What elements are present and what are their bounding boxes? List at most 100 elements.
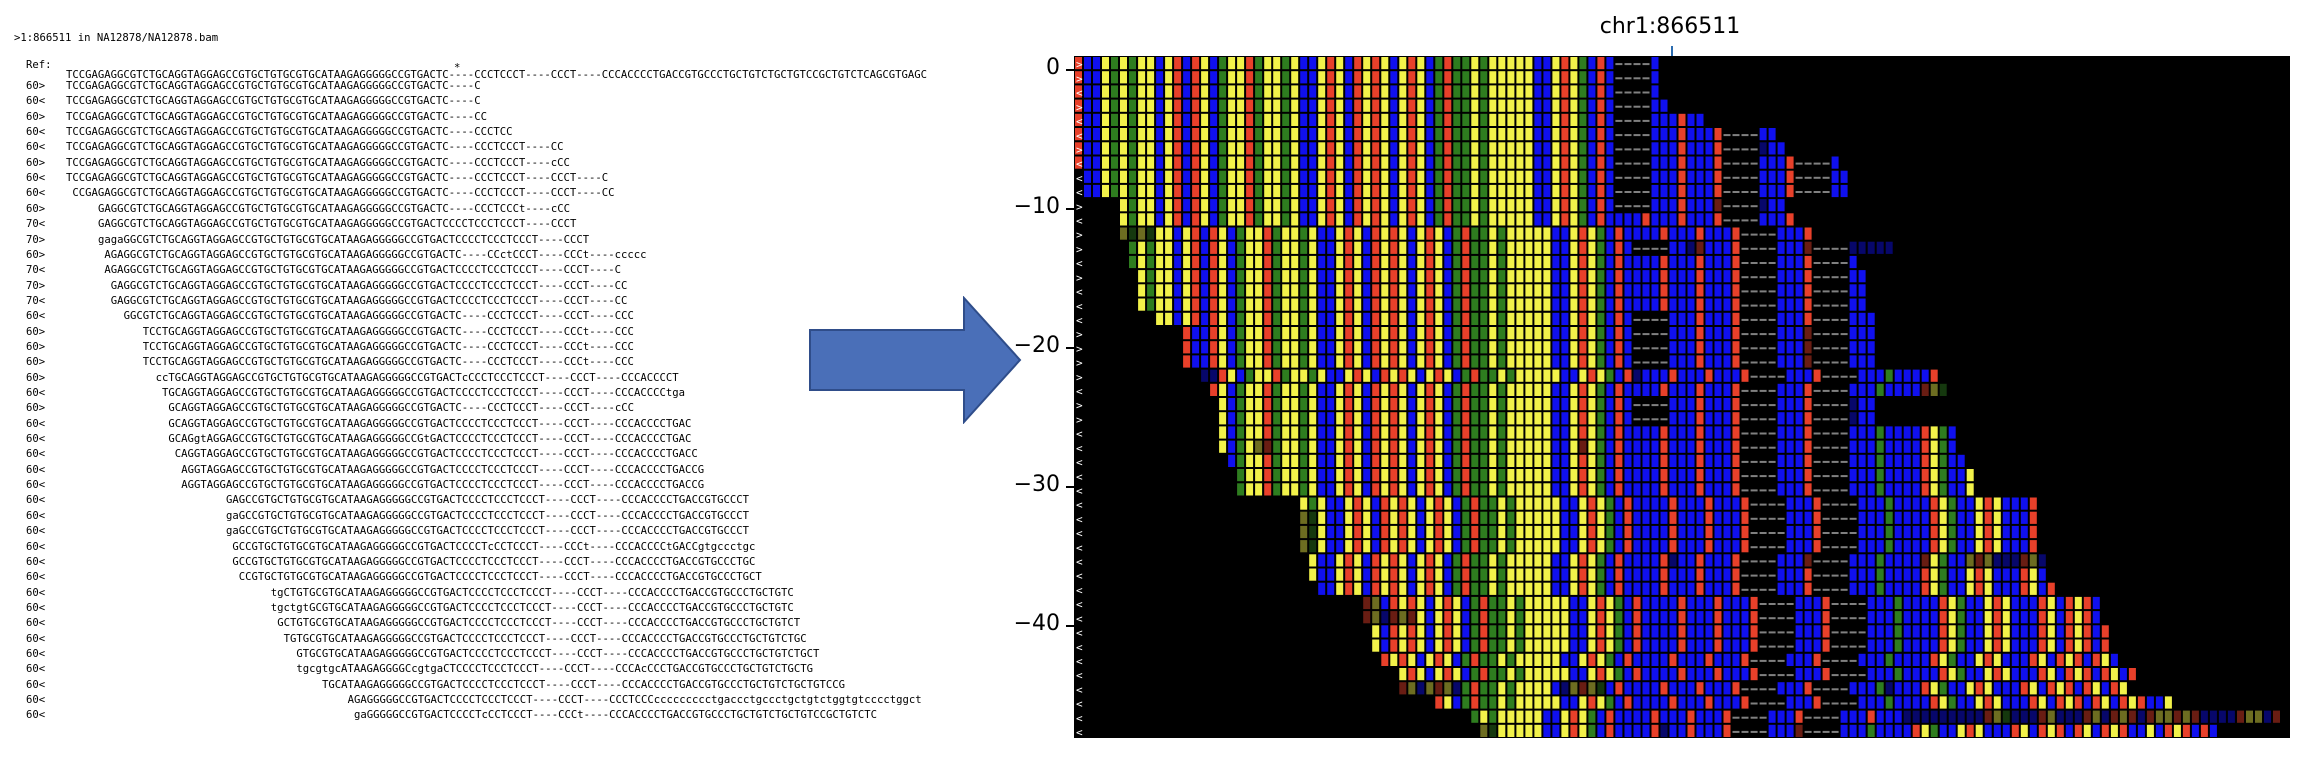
pileup-base xyxy=(1309,255,1317,269)
pileup-base xyxy=(1651,540,1659,553)
pileup-base xyxy=(2200,724,2208,737)
pileup-base xyxy=(1273,255,1281,269)
pileup-base xyxy=(1192,184,1200,198)
pileup-base xyxy=(1525,511,1533,524)
pileup-base xyxy=(1471,383,1479,396)
pileup-base xyxy=(1435,71,1443,84)
pileup-base xyxy=(1228,426,1236,439)
strand-marker: > xyxy=(1076,229,1083,242)
pileup-base xyxy=(1687,540,1695,553)
pileup-base xyxy=(1786,227,1794,240)
pileup-read xyxy=(1300,497,2037,510)
pileup-base xyxy=(1840,475,1848,478)
pileup-base xyxy=(1597,582,1605,595)
pileup-base xyxy=(1174,170,1182,183)
pileup-base xyxy=(1309,227,1317,240)
pileup-base xyxy=(1462,596,1470,610)
pileup-base xyxy=(1579,454,1587,467)
pileup-base xyxy=(1579,668,1587,681)
pileup-base xyxy=(1534,184,1542,198)
pileup-base xyxy=(1723,191,1731,193)
pileup-base xyxy=(1669,341,1677,354)
pileup-base xyxy=(1741,511,1749,524)
pileup-base xyxy=(1561,99,1569,112)
pileup-base xyxy=(1327,199,1335,212)
pileup-base xyxy=(1615,284,1623,297)
pileup-base xyxy=(1876,596,1884,610)
pileup-base xyxy=(1552,398,1560,411)
pileup-base xyxy=(1435,355,1443,368)
pileup-base xyxy=(1363,497,1371,510)
pileup-base xyxy=(1678,227,1686,240)
pileup-base xyxy=(1804,497,1812,510)
pileup-base xyxy=(1282,71,1290,84)
pileup-base xyxy=(1237,213,1245,226)
pileup-base xyxy=(1282,454,1290,467)
pileup-base xyxy=(1759,199,1767,212)
pileup-base xyxy=(1390,582,1398,595)
pileup-base xyxy=(1543,440,1551,453)
pileup-base xyxy=(1525,596,1533,610)
strand-marker: < xyxy=(1076,513,1083,526)
pileup-base xyxy=(1462,312,1470,325)
pileup-base xyxy=(1921,639,1929,652)
pileup-base xyxy=(1669,355,1677,368)
pileup-base xyxy=(1408,398,1416,411)
pileup-base xyxy=(1255,440,1263,453)
pileup-base xyxy=(1714,170,1722,183)
pileup-base xyxy=(1930,440,1938,453)
pileup-base xyxy=(1255,341,1263,354)
pileup-base xyxy=(1381,312,1389,325)
pileup-base xyxy=(1525,284,1533,297)
pileup-read xyxy=(1363,611,2100,624)
pileup-base xyxy=(1408,71,1416,84)
pileup-base xyxy=(1822,361,1830,364)
pileup-base xyxy=(1714,639,1722,652)
pileup-base xyxy=(1111,170,1118,183)
pileup-base xyxy=(1372,540,1380,553)
pileup-base xyxy=(1237,128,1245,141)
read-mapq-strand: 60< xyxy=(26,601,46,614)
pileup-base xyxy=(1453,469,1461,482)
pileup-base xyxy=(1723,639,1731,652)
pileup-base xyxy=(1660,99,1668,112)
pileup-base xyxy=(1165,312,1173,325)
strand-marker: < xyxy=(1076,712,1083,725)
pileup-base xyxy=(1750,176,1758,179)
pileup-base xyxy=(1633,255,1641,269)
pileup-base xyxy=(1534,270,1542,283)
pileup-base xyxy=(1489,241,1497,254)
pileup-base xyxy=(1669,483,1677,496)
pileup-base xyxy=(1156,142,1164,155)
pileup-base xyxy=(2029,611,2037,624)
pileup-base xyxy=(1201,71,1209,84)
pileup-base xyxy=(1822,611,1830,624)
pileup-base xyxy=(1867,383,1875,396)
pileup-base xyxy=(1345,355,1353,368)
pileup-base xyxy=(1300,184,1308,198)
pileup-base xyxy=(1921,497,1929,510)
pileup-base xyxy=(1327,85,1335,98)
pileup-base xyxy=(1696,469,1704,482)
read-sequence: TCCGAGAGGCGTCTGCAGGTAGGAGCCGTGCTGTGCGTGC… xyxy=(66,110,487,123)
pileup-base xyxy=(1498,170,1506,183)
pileup-base xyxy=(1660,404,1668,407)
pileup-base xyxy=(1723,568,1731,581)
pileup-base xyxy=(1714,255,1722,269)
pileup-base xyxy=(1759,730,1767,733)
pileup-base xyxy=(1579,213,1587,226)
pileup-base xyxy=(1291,57,1299,70)
pileup-base xyxy=(1345,554,1353,567)
pileup-base xyxy=(1669,426,1677,439)
pileup-base xyxy=(1255,355,1263,368)
pileup-base xyxy=(1498,582,1506,595)
pileup-read xyxy=(1210,383,1947,396)
pileup-base xyxy=(1867,653,1875,666)
pileup-base xyxy=(1651,99,1659,112)
pileup-base xyxy=(2020,625,2028,638)
pileup-base xyxy=(1192,57,1200,70)
pileup-base xyxy=(1435,312,1443,325)
pileup-base xyxy=(1930,554,1938,567)
pileup-base xyxy=(1561,696,1569,709)
pileup-base xyxy=(1687,355,1695,368)
